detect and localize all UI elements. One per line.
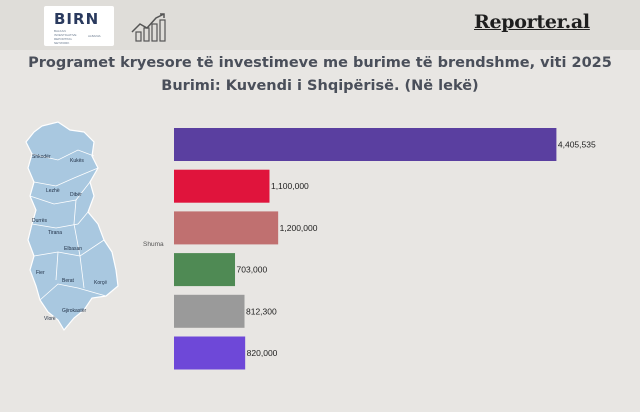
map-label-durres: Durrës	[32, 218, 48, 224]
albania-map: Shkodër Kukës Lezhë Dibër Durrës Tirana …	[18, 120, 128, 345]
bar-3[interactable]	[174, 211, 279, 245]
albania-map-shape	[25, 121, 119, 332]
bar-value-label-1: 4,405,535	[558, 140, 596, 150]
bar-chart: Shuma 4,405,535 1,100,000 1,200,000 703,000…	[143, 128, 596, 370]
bar-6[interactable]	[174, 336, 246, 370]
map-label-diber: Dibër	[70, 192, 82, 198]
map-label-kukes: Kukës	[70, 158, 84, 164]
chart-subtitle: Burimi: Kuvendi i Shqipërisë. (Në lekë)	[161, 78, 479, 94]
map-label-elbasan: Elbasan	[64, 246, 83, 252]
map-label-berat: Berat	[62, 278, 74, 284]
bar-2[interactable]	[174, 169, 270, 203]
map-label-korce: Korçë	[94, 280, 108, 286]
map-label-gjirokaster: Gjirokastër	[62, 308, 87, 314]
bars-group: 4,405,535 1,100,000 1,200,000 703,000 812,30…	[174, 128, 596, 370]
map-label-fier: Fier	[36, 270, 45, 276]
reporter-logo[interactable]: Reporter.al	[474, 11, 590, 33]
birn-logo-region: ALBANIA	[88, 34, 101, 38]
map-label-shkoder: Shkodër	[32, 154, 51, 160]
map-label-tirana: Tirana	[48, 230, 62, 236]
y-axis-label: Shuma	[143, 241, 164, 248]
chart-title: Programet kryesore të investimeve me bur…	[28, 55, 612, 71]
birn-logo: BIRN BALKAN INVESTIGATIVE REPORTING NETW…	[44, 6, 114, 46]
bar-5[interactable]	[174, 294, 245, 328]
birn-logo-subtitle: BALKAN INVESTIGATIVE REPORTING NETWORK	[54, 29, 77, 45]
bar-value-label-5: 812,300	[246, 306, 277, 316]
bar-value-label-6: 820,000	[247, 348, 278, 358]
bar-value-label-3: 1,200,000	[280, 223, 318, 233]
map-label-lezhe: Lezhë	[46, 188, 60, 194]
bar-value-label-2: 1,100,000	[271, 181, 309, 191]
chart-icon	[131, 13, 166, 42]
map-label-vlore: Vlorë	[44, 316, 56, 322]
bar-1[interactable]	[174, 128, 557, 161]
birn-logo-text: BIRN	[54, 10, 100, 28]
bar-value-label-4: 703,000	[237, 265, 268, 275]
bar-4[interactable]	[174, 253, 236, 287]
